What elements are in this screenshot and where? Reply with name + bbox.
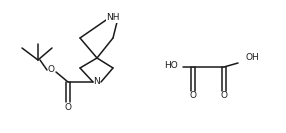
Text: O: O — [190, 92, 196, 101]
Text: NH: NH — [106, 14, 120, 22]
Text: O: O — [65, 103, 72, 111]
Text: N: N — [94, 78, 100, 86]
Text: HO: HO — [164, 61, 178, 70]
Text: O: O — [47, 65, 55, 74]
Text: OH: OH — [246, 53, 260, 61]
Text: O: O — [221, 92, 227, 101]
